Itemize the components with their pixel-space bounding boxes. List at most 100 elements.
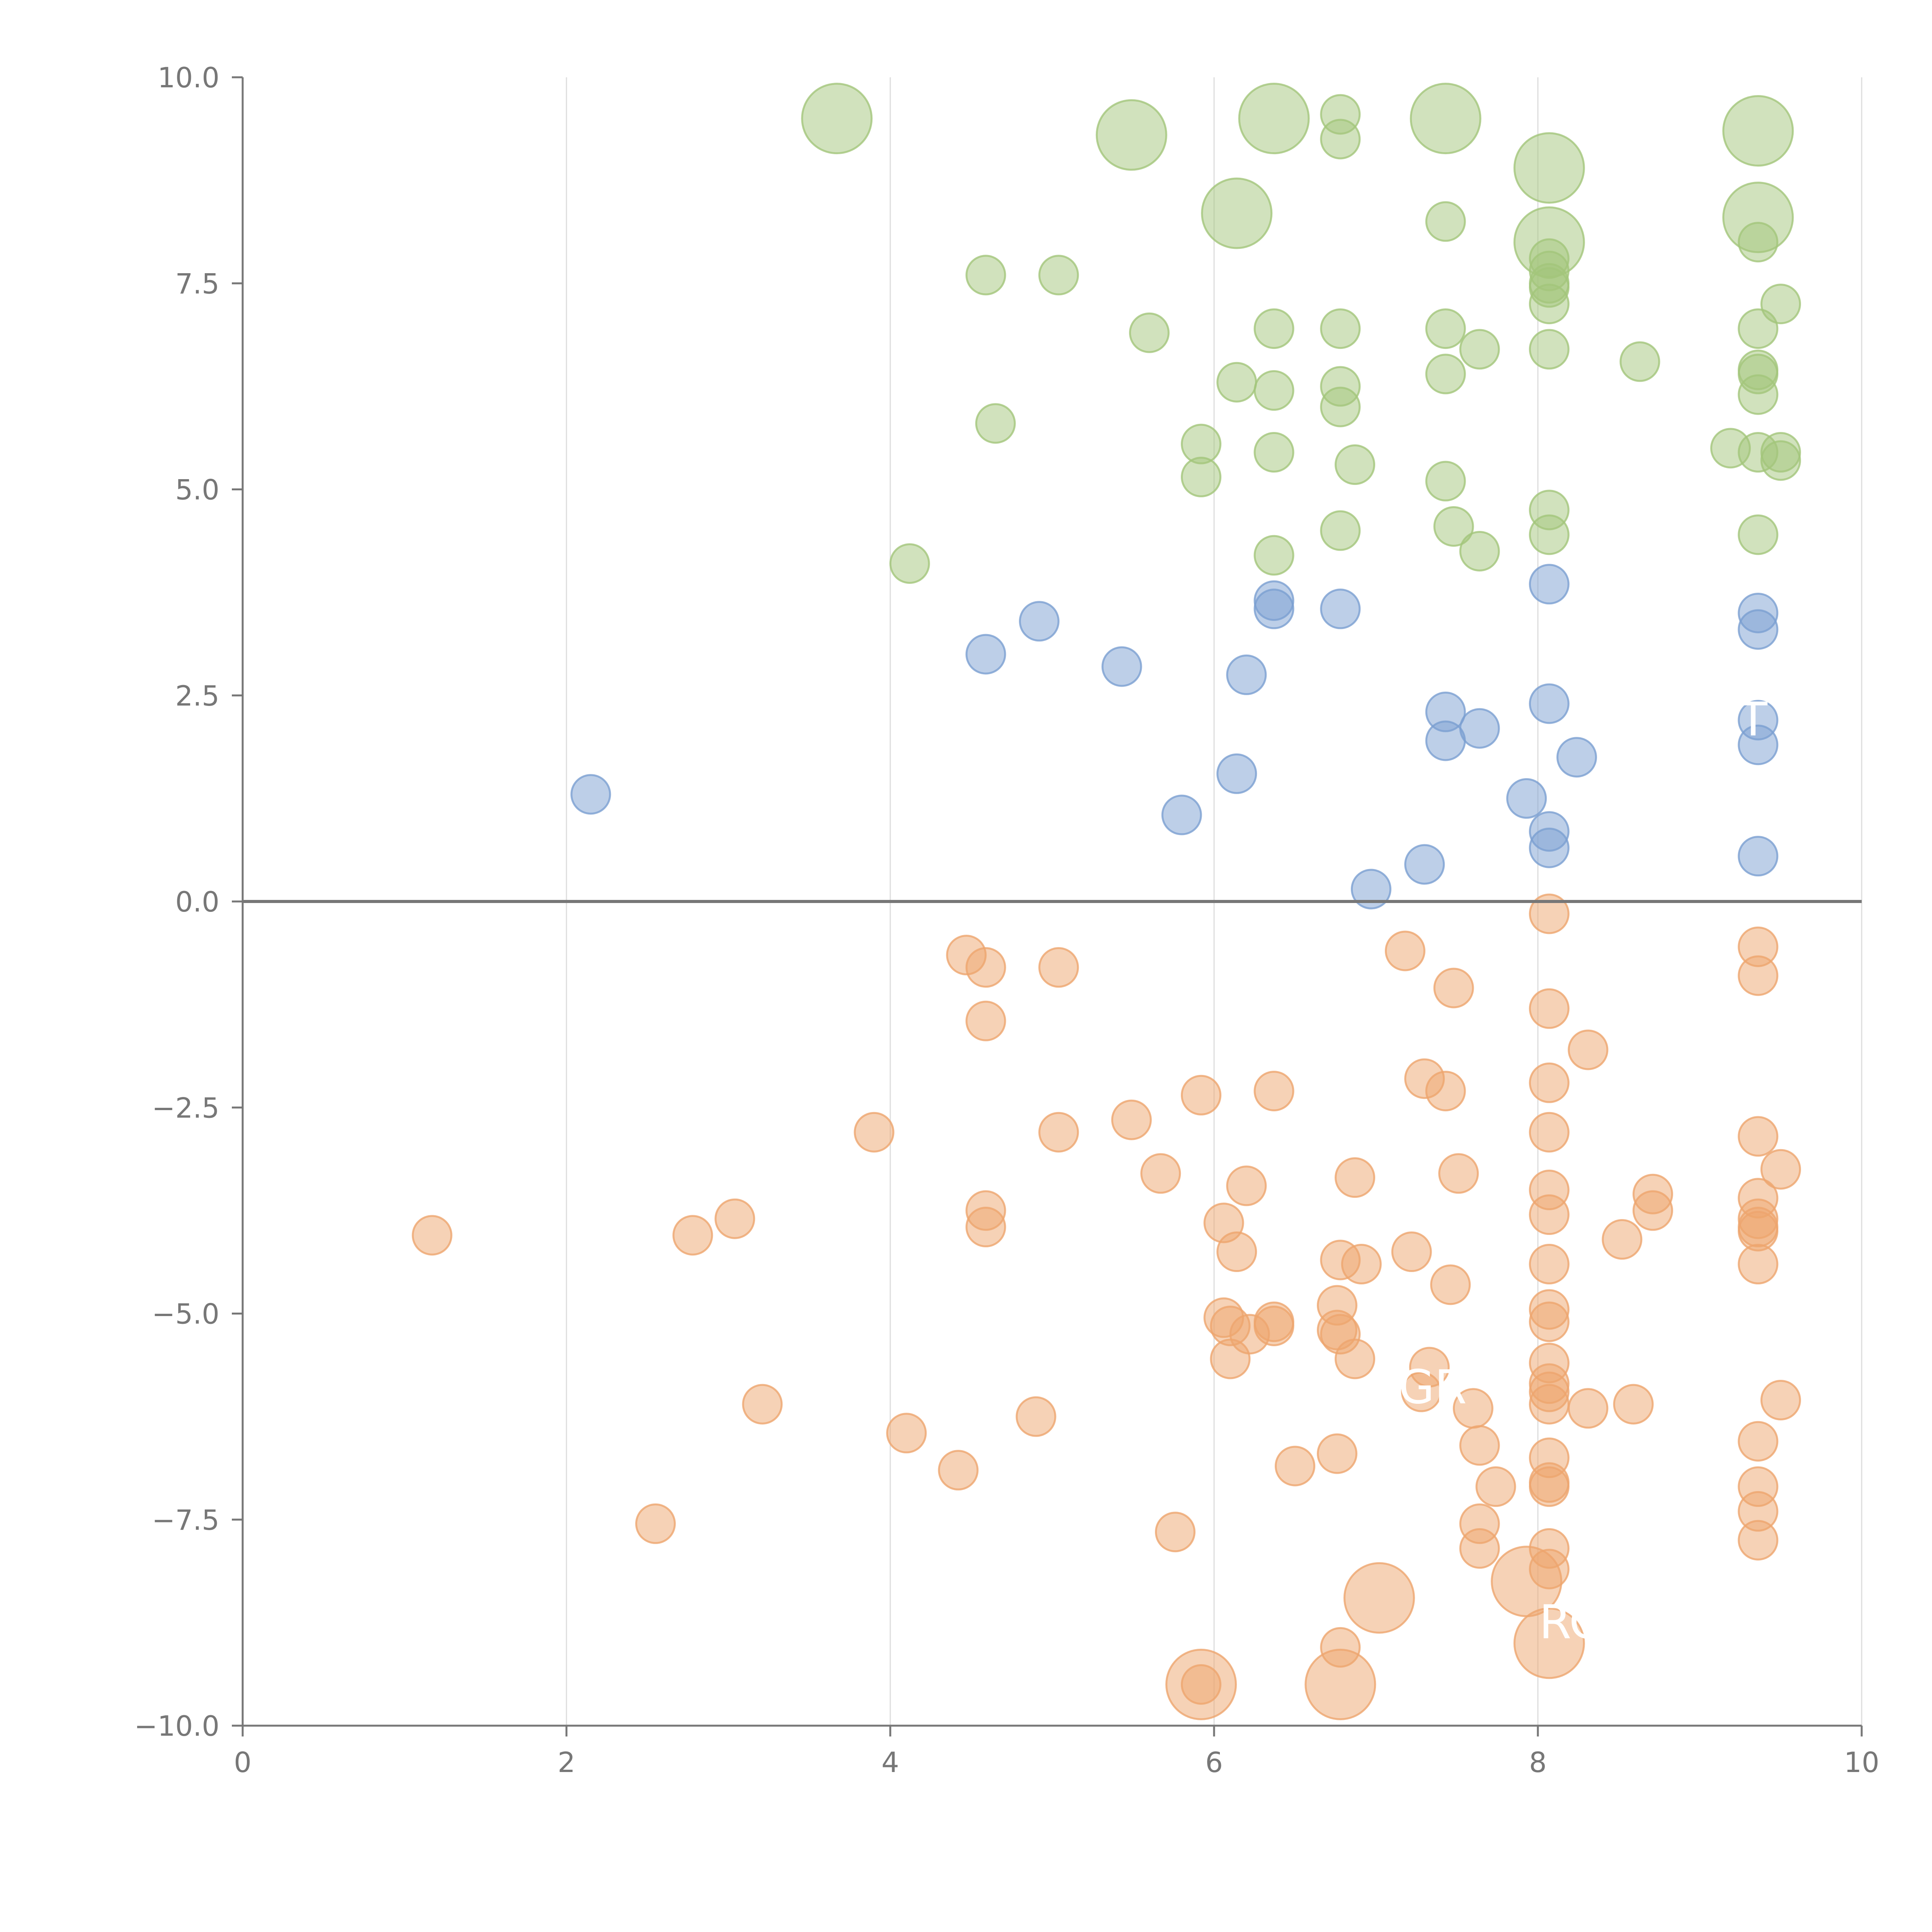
data-point-high: [1722, 95, 1794, 167]
data-point-high: [1253, 432, 1294, 473]
x-tick-label: 4: [881, 1746, 899, 1779]
data-point-low: [1529, 1466, 1570, 1507]
data-point-low: [1738, 1116, 1779, 1157]
annotation-label: RC: [1539, 1595, 1601, 1649]
data-point-mid: [1529, 564, 1570, 605]
data-point-high: [1425, 461, 1466, 502]
data-point-high: [1038, 255, 1079, 296]
data-point-low: [1343, 1562, 1415, 1634]
data-point-low: [1038, 947, 1079, 988]
data-point-high: [1320, 510, 1361, 551]
data-point-high: [1529, 514, 1570, 555]
data-point-low: [1613, 1384, 1654, 1425]
data-point-high: [1410, 83, 1481, 155]
annotation-label: GR: [1398, 1361, 1466, 1414]
data-point-high: [965, 255, 1006, 296]
data-point-low: [1602, 1219, 1643, 1260]
data-point-high: [1425, 354, 1466, 395]
data-point-high: [1425, 201, 1466, 242]
data-point-low: [1475, 1466, 1516, 1507]
data-point-high: [1619, 341, 1660, 382]
data-point-high: [1320, 308, 1361, 349]
y-tick-label: 5.0: [175, 474, 219, 506]
y-tick-label: 2.5: [175, 680, 219, 712]
data-point-low: [1529, 988, 1570, 1029]
data-point-low: [1155, 1512, 1196, 1553]
data-point-high: [1425, 308, 1466, 349]
data-point-low: [1529, 1062, 1570, 1103]
data-point-mid: [1019, 601, 1060, 642]
data-point-low: [1738, 955, 1779, 996]
data-point-high: [1201, 177, 1273, 249]
data-point-high: [1513, 132, 1585, 204]
data-point-high: [975, 403, 1016, 444]
data-point-low: [1738, 1421, 1779, 1462]
data-point-low: [1216, 1231, 1257, 1272]
data-point-low: [1384, 930, 1425, 971]
data-point-high: [1738, 308, 1779, 349]
data-point-high: [1459, 531, 1500, 571]
data-point-low: [938, 1450, 979, 1491]
data-point-low: [1226, 1165, 1267, 1206]
annotation-label: A: [1430, 240, 1461, 294]
data-point-low: [965, 1207, 1006, 1248]
data-point-low: [1632, 1190, 1673, 1231]
data-point-high: [1760, 440, 1801, 481]
data-point-low: [1275, 1446, 1315, 1486]
data-point-low: [1529, 1301, 1570, 1342]
data-point-high: [1253, 370, 1294, 411]
axes: 0 2 4 6 8 10 −10.0 −7.5 −5.0 −2.5 0.0 2.5 5.0 7.5 10.0: [134, 61, 1879, 1779]
data-point-low: [742, 1384, 783, 1425]
data-point-mid: [1350, 869, 1391, 910]
data-point-high: [1095, 99, 1167, 171]
data-point-low: [1425, 1071, 1466, 1112]
data-point-high: [1238, 83, 1310, 155]
x-tick-label: 6: [1205, 1746, 1223, 1779]
data-point-low: [1015, 1396, 1056, 1437]
data-point-high: [1529, 284, 1570, 325]
data-point-high: [1738, 514, 1779, 555]
data-point-low: [1180, 1664, 1221, 1705]
data-point-low: [1038, 1112, 1079, 1153]
data-point-mid: [1738, 609, 1779, 650]
data-point-low: [1304, 1648, 1376, 1720]
data-point-low: [886, 1413, 927, 1454]
y-tick-label: 0.0: [175, 886, 219, 918]
data-point-mid: [1556, 737, 1597, 778]
y-tick-label: −5.0: [152, 1298, 219, 1330]
data-point-mid: [1216, 753, 1257, 794]
data-point-low: [1529, 1112, 1570, 1153]
data-point-mid: [1101, 646, 1142, 687]
x-tick-label: 2: [558, 1746, 575, 1779]
data-point-high: [1738, 374, 1779, 415]
data-point-low: [1760, 1149, 1801, 1190]
data-point-low: [1341, 1244, 1382, 1285]
data-point-high: [1738, 222, 1779, 263]
data-point-low: [1111, 1099, 1152, 1140]
data-point-low: [1459, 1528, 1500, 1569]
data-point-mid: [570, 774, 611, 815]
y-tick-label: −7.5: [152, 1504, 219, 1536]
data-point-low: [1513, 1607, 1585, 1679]
data-point-mid: [1738, 724, 1779, 765]
data-point-mid: [1404, 844, 1445, 885]
data-point-high: [1335, 444, 1376, 485]
data-point-mid: [1506, 778, 1547, 819]
data-point-low: [1335, 1338, 1376, 1379]
data-point-high: [1459, 329, 1500, 370]
data-point-mid: [1529, 683, 1570, 724]
y-tick-label: 10.0: [158, 61, 219, 94]
x-tick-label: 10: [1844, 1746, 1879, 1779]
bubble-points: [412, 83, 1801, 1720]
data-point-low: [1430, 1264, 1471, 1305]
data-point-low: [1253, 1071, 1294, 1112]
data-point-low: [1210, 1338, 1251, 1379]
data-point-low: [1401, 1371, 1442, 1412]
data-point-high: [1180, 457, 1221, 498]
data-point-low: [1180, 1075, 1221, 1116]
data-point-low: [854, 1112, 895, 1153]
data-point-high: [1529, 329, 1570, 370]
data-point-high: [889, 543, 930, 584]
y-tick-label: −2.5: [152, 1092, 219, 1124]
data-point-low: [1529, 893, 1570, 934]
